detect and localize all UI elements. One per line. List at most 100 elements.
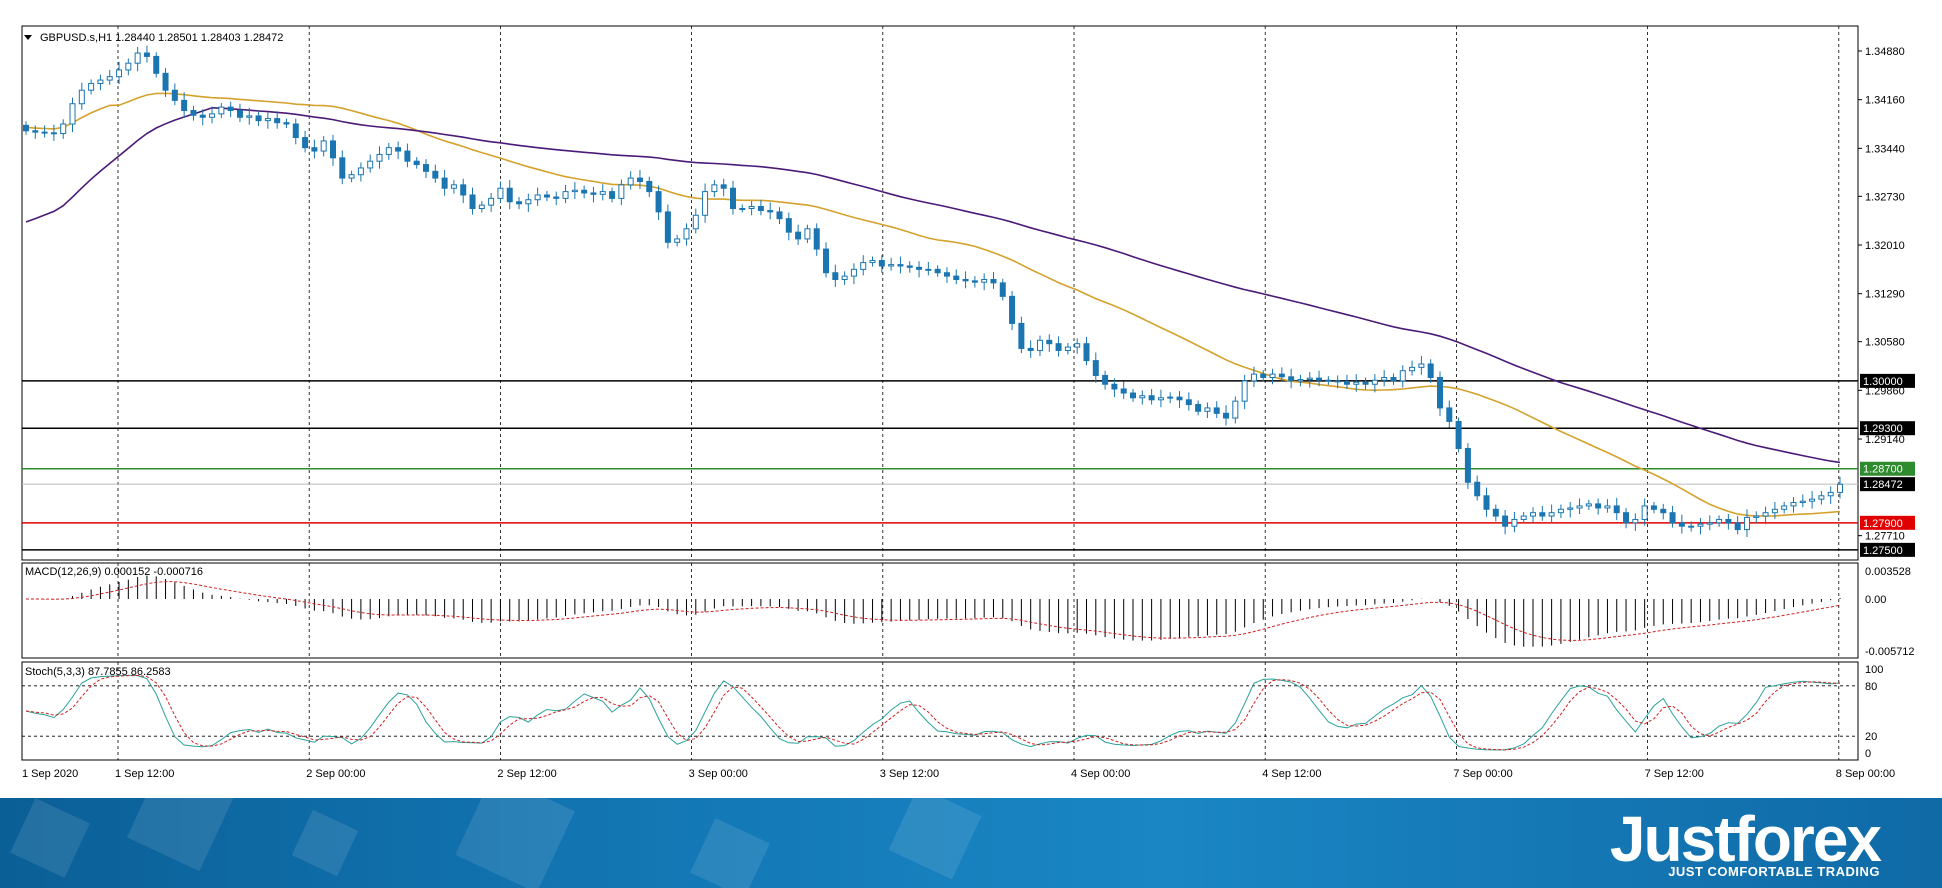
candle-body — [1334, 380, 1341, 383]
candle-body — [841, 275, 848, 280]
candle-body — [562, 191, 569, 199]
level-tag-label: 1.30000 — [1863, 376, 1903, 388]
candle-body — [1297, 379, 1304, 382]
candle-body — [1130, 392, 1137, 399]
candle-body — [1809, 498, 1816, 502]
candle-body — [1269, 373, 1276, 378]
candle-body — [571, 189, 578, 193]
candle-body — [1083, 343, 1090, 362]
candle-body — [1176, 396, 1183, 401]
brand-footer: Justforex JUST COMFORTABLE TRADING — [0, 798, 1942, 888]
candle-body — [1455, 420, 1462, 449]
macd-tick-label: 0.00 — [1865, 594, 1886, 606]
candle-body — [1697, 523, 1704, 527]
candle-body — [860, 262, 867, 270]
candle-body — [190, 109, 197, 116]
candle-body — [534, 194, 541, 201]
candle-body — [1157, 397, 1164, 401]
candle-body — [357, 167, 364, 176]
candle-body — [878, 260, 885, 267]
candle-body — [506, 187, 513, 203]
candle-body — [413, 160, 420, 166]
candle-body — [1585, 503, 1592, 507]
candle-body — [1055, 343, 1062, 351]
candle-body — [655, 191, 662, 213]
candle-body — [1139, 395, 1146, 399]
candle-body — [711, 184, 718, 193]
candle-body — [981, 278, 988, 283]
candle-body — [1725, 518, 1732, 524]
candle-body — [385, 147, 392, 155]
candle-body — [767, 210, 774, 213]
symbol-dropdown-icon[interactable] — [24, 35, 32, 40]
candle-body — [1827, 491, 1834, 497]
candle-body — [395, 147, 402, 152]
candle-body — [757, 205, 764, 212]
candle-body — [1660, 508, 1667, 514]
candle-body — [897, 264, 904, 267]
candle-body — [1688, 525, 1695, 528]
candle-body — [1837, 483, 1843, 493]
candle-body — [320, 140, 327, 152]
stoch-panel-frame — [21, 661, 1859, 761]
candle-body — [618, 184, 625, 199]
candle-body — [999, 282, 1006, 297]
candle-body — [1381, 376, 1388, 381]
candle-body — [1036, 339, 1043, 351]
candle-body — [311, 147, 318, 152]
candle-body — [106, 76, 113, 81]
level-tag — [1860, 515, 1915, 530]
candle-body — [1511, 518, 1518, 527]
current-price-label: 1.28472 — [1863, 479, 1903, 491]
y-tick-label: 1.27710 — [1865, 531, 1905, 543]
candle-body — [125, 62, 132, 71]
candle-body — [246, 115, 253, 118]
candle-body — [1204, 407, 1211, 412]
x-tick-label: 3 Sep 00:00 — [689, 768, 748, 780]
candle-body — [1790, 502, 1797, 507]
candle-body — [1623, 512, 1630, 524]
candle-body — [1734, 522, 1741, 531]
y-tick-label: 1.32730 — [1865, 191, 1905, 203]
candle-body — [460, 184, 467, 196]
level-tag — [1860, 542, 1915, 557]
candle-body — [1474, 481, 1481, 497]
candle-body — [1371, 379, 1378, 385]
candle-body — [143, 52, 150, 57]
y-tick-label: 1.29140 — [1865, 434, 1905, 446]
y-tick-label: 1.34160 — [1865, 95, 1905, 107]
candle-body — [1669, 512, 1676, 524]
candle-body — [925, 268, 932, 271]
candle-body — [1446, 407, 1453, 422]
price-panel-title: GBPUSD.s,H1 1.28440 1.28501 1.28403 1.28… — [40, 32, 283, 44]
candle-body — [1595, 503, 1602, 509]
candle-body — [962, 278, 969, 282]
candle-body — [627, 177, 634, 186]
candle-body — [1111, 383, 1118, 390]
candle-body — [1576, 505, 1583, 509]
candle-body — [1064, 346, 1071, 351]
brand-logo[interactable]: Justforex — [1609, 803, 1882, 875]
candle-body — [292, 123, 299, 139]
x-tick-label: 8 Sep 00:00 — [1836, 768, 1895, 780]
candle-body — [1502, 515, 1509, 527]
candle-body — [1009, 295, 1016, 324]
candle-body — [1613, 505, 1620, 514]
candle-body — [1223, 412, 1230, 419]
candle-body — [69, 103, 76, 125]
candle-body — [478, 204, 485, 210]
candle-body — [888, 264, 895, 267]
candle-body — [543, 194, 550, 198]
level-tag-label: 1.27500 — [1863, 545, 1903, 557]
price-panel-frame — [21, 25, 1859, 561]
candle-body — [1325, 379, 1332, 382]
candle-body — [116, 69, 123, 78]
x-tick-label: 1 Sep 2020 — [22, 768, 78, 780]
candle-body — [97, 79, 104, 84]
candle-body — [1288, 376, 1295, 382]
stoch-signal-line — [25, 674, 1841, 751]
stoch-tick-label: 20 — [1865, 731, 1877, 743]
candle-body — [1650, 505, 1657, 510]
candle-body — [1492, 508, 1499, 517]
candle-body — [581, 189, 588, 194]
